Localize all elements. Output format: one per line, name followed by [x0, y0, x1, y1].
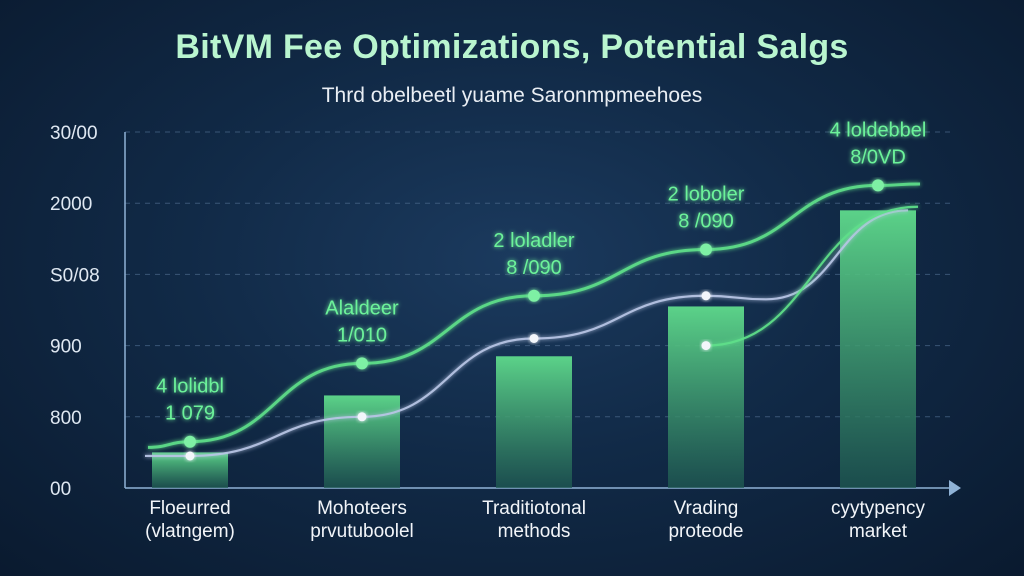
data-point	[528, 289, 540, 302]
series-line	[705, 205, 919, 347]
data-point	[872, 179, 884, 192]
x-tick-label: Floeurred	[149, 498, 230, 519]
x-tick-label: proteode	[668, 521, 743, 542]
y-tick-label: 900	[50, 337, 82, 358]
data-point	[529, 333, 539, 343]
x-tick-label: market	[849, 521, 908, 542]
data-label: 8 /090	[506, 257, 562, 279]
y-tick-label: 2000	[50, 194, 92, 215]
y-tick-label: 30/00	[50, 123, 98, 144]
x-axis-arrow-icon	[949, 480, 961, 496]
y-tick-label: 00	[50, 479, 71, 500]
data-point	[701, 341, 711, 351]
chart-subtitle: Thrd obelbeetl yuame Saronmpmeehoes	[321, 84, 703, 107]
data-point	[356, 357, 368, 370]
data-label: 1 079	[165, 403, 215, 425]
bar	[324, 395, 400, 488]
x-tick-label: (vlatngem)	[145, 521, 235, 542]
data-point	[700, 243, 712, 256]
data-label: 1/010	[337, 324, 387, 346]
x-tick-label: Vrading	[674, 498, 739, 519]
bar	[668, 306, 744, 488]
x-tick-label: cyytypency	[831, 498, 925, 519]
data-point	[701, 291, 711, 301]
y-tick-label: S0/08	[50, 265, 100, 286]
data-label: 2 loboler	[668, 183, 745, 205]
x-tick-label: methods	[498, 521, 571, 542]
chart-title: BitVM Fee Optimizations, Potential Salgs	[175, 28, 849, 66]
data-point	[185, 451, 195, 461]
data-label: Alaldeer	[325, 297, 399, 319]
data-label: 8 /090	[678, 210, 734, 232]
x-tick-label: prvutuboolel	[310, 521, 414, 542]
data-label: 2 loladler	[493, 230, 575, 252]
x-tick-label: Traditiotonal	[482, 498, 586, 519]
data-point	[184, 435, 196, 448]
x-tick-label: Mohoteers	[317, 498, 407, 519]
data-label: 4 loldebbel	[830, 119, 927, 141]
y-tick-label: 800	[50, 408, 82, 429]
data-label: 8/0VD	[850, 146, 906, 168]
bar	[840, 210, 916, 488]
data-point	[357, 412, 367, 422]
bar	[496, 356, 572, 488]
data-label: 4 lolidbl	[156, 376, 224, 398]
